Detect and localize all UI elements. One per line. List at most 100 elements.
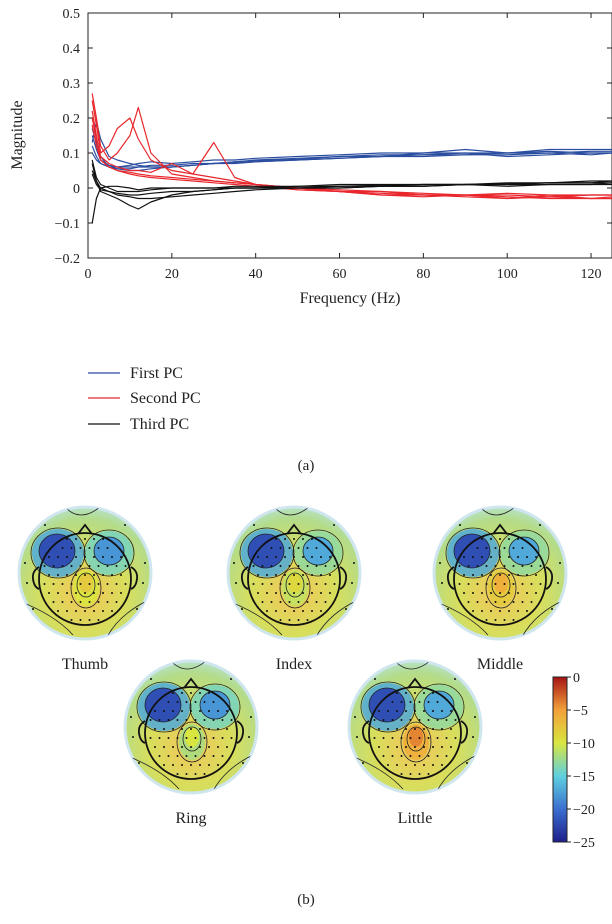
contour-line (485, 567, 517, 609)
electrode (373, 719, 376, 721)
legend-label-third-pc: Third PC (130, 416, 189, 433)
electrode (508, 556, 510, 558)
nose-outline (77, 523, 93, 535)
colorbar-tick-label: −10 (573, 737, 595, 752)
electrode (345, 608, 347, 610)
electrode (293, 556, 295, 558)
electrode (288, 583, 291, 585)
electrode (490, 538, 492, 540)
contour-line (302, 536, 334, 566)
electrode (266, 592, 268, 594)
electrode (181, 692, 183, 694)
contour-line (239, 527, 295, 579)
electrode (132, 736, 134, 738)
electrode (503, 619, 506, 621)
electrode (172, 692, 174, 694)
electrode (279, 619, 282, 621)
electrode (217, 764, 219, 766)
electrode (517, 574, 519, 576)
electrode (136, 608, 138, 610)
electrode (306, 547, 309, 549)
electrode (450, 710, 452, 712)
electrode (88, 619, 91, 621)
electrode (517, 610, 519, 612)
electrode (138, 762, 140, 764)
electrode (503, 565, 506, 567)
electrode (481, 556, 483, 558)
electrode (48, 574, 50, 576)
electrode (463, 592, 465, 594)
electrode (172, 764, 174, 766)
contour-line (491, 572, 511, 598)
electrode (302, 574, 304, 576)
electrode (356, 736, 358, 738)
right-ear-outline (339, 566, 348, 590)
electrode (306, 601, 309, 603)
electrode (75, 556, 77, 558)
electrode (203, 755, 206, 757)
electrode (382, 737, 385, 739)
electrode (490, 574, 492, 576)
electrode (167, 719, 170, 721)
electrode (521, 601, 524, 603)
electrode (284, 538, 286, 540)
electrode (517, 592, 519, 594)
electrode (521, 583, 524, 585)
electrode (458, 565, 461, 567)
left-region (454, 534, 490, 568)
electrode (26, 582, 28, 584)
electrode (257, 592, 259, 594)
electrode (315, 565, 318, 567)
electrode (208, 692, 210, 694)
electrode (362, 762, 364, 764)
topomap-ring: Ring (123, 659, 259, 827)
electrode (88, 565, 91, 567)
electrode (124, 565, 127, 567)
contour-line (38, 533, 76, 569)
series-line-first-pc-2 (91, 120, 612, 168)
electrode (172, 728, 174, 730)
posterior-region (409, 727, 423, 747)
electrode (481, 538, 483, 540)
electrode (311, 610, 313, 612)
topomap-label: Ring (175, 810, 206, 827)
electrode (288, 601, 291, 603)
electrode (248, 736, 250, 738)
right-region (94, 537, 124, 565)
electrode (93, 574, 95, 576)
electrode (221, 719, 224, 721)
electrode (250, 716, 252, 718)
electrode (84, 556, 86, 558)
electrode (400, 701, 403, 703)
electrode (176, 737, 179, 739)
electrode (115, 565, 118, 567)
electrode (70, 547, 73, 549)
electrode (79, 565, 82, 567)
contour-line (182, 726, 202, 752)
topomap-middle: Middle (432, 505, 568, 673)
electrode (324, 601, 327, 603)
electrode (396, 764, 398, 766)
electrode (521, 547, 524, 549)
electrode (84, 574, 86, 576)
electrode (494, 619, 497, 621)
electrode (124, 524, 126, 526)
electrode (212, 719, 215, 721)
panel-b-caption: (b) (297, 892, 315, 908)
electrode (275, 538, 277, 540)
electrode (306, 583, 309, 585)
electrode (311, 574, 313, 576)
electrode (436, 719, 439, 721)
electrode (226, 746, 228, 748)
electrode (102, 556, 104, 558)
electrode (297, 547, 300, 549)
colorbar: 0 −5 −10 −15 −20 −25 (552, 671, 595, 851)
electrode (150, 678, 152, 680)
electrode (499, 538, 501, 540)
electrode (270, 601, 273, 603)
electrode (432, 692, 434, 694)
electrode (311, 556, 313, 558)
electrode (302, 556, 304, 558)
electrode-dots (354, 678, 476, 775)
x-tick-label: 80 (416, 267, 430, 282)
